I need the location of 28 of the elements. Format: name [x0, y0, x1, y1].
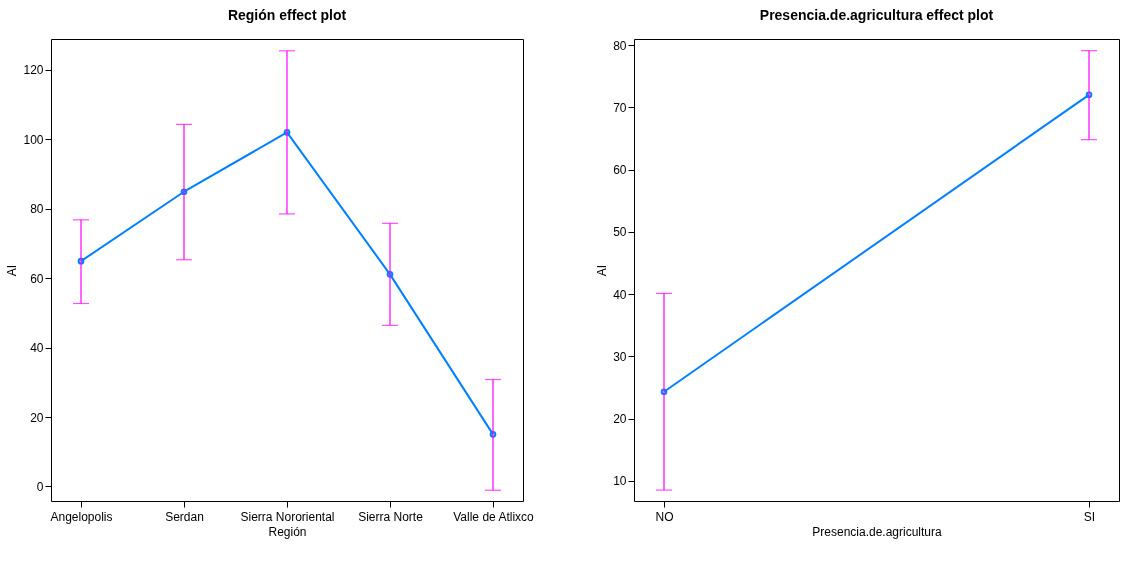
x-tick-label: Sierra Nororiental	[240, 509, 335, 524]
y-tick-label: 70	[613, 100, 627, 115]
y-tick-label: 40	[613, 287, 627, 302]
y-tick-label: 60	[613, 163, 627, 178]
chart-title: Presencia.de.agricultura effect plot	[759, 7, 994, 23]
y-tick-label: 20	[30, 410, 44, 425]
x-tick-label: Sierra Norte	[358, 509, 424, 524]
y-tick-label: 40	[30, 341, 44, 356]
y-tick-label: 0	[36, 479, 44, 494]
y-tick-label: 60	[30, 271, 44, 286]
y-tick-label: 10	[613, 474, 627, 489]
y-tick-label: 30	[613, 349, 627, 364]
y-tick-label: 100	[23, 132, 44, 147]
chart-title: Región effect plot	[227, 7, 347, 23]
x-tick-label: Valle de Atlixco	[453, 509, 535, 524]
x-tick-label: Serdan	[165, 509, 204, 524]
x-tick-label: Angelopolis	[50, 509, 113, 524]
x-tick-label: NO	[655, 509, 674, 524]
y-axis-title: AI	[595, 264, 610, 277]
y-tick-label: 50	[613, 225, 627, 240]
x-axis-title: Región	[268, 524, 307, 539]
y-tick-label: 120	[23, 63, 44, 78]
x-tick-label: SI	[1083, 509, 1096, 524]
y-tick-label: 80	[30, 202, 44, 217]
y-axis-title: AI	[5, 264, 20, 277]
y-tick-label: 20	[613, 412, 627, 427]
y-tick-label: 80	[613, 38, 627, 53]
x-axis-title: Presencia.de.agricultura	[812, 524, 943, 539]
